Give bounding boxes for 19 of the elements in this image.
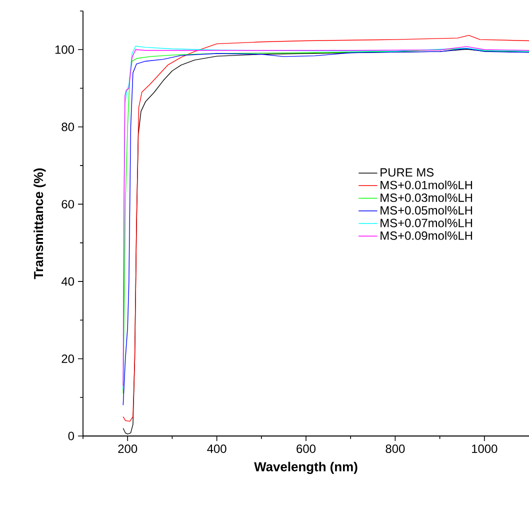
x-tick-label: 1000 [472,444,498,453]
x-axis-title: Wavelength (nm) [254,462,358,474]
legend-label: MS+0.09mol%LH [380,231,472,240]
y-tick-label: 80 [62,122,74,132]
y-tick-label: 20 [62,354,74,363]
x-tick-label: 200 [118,444,138,453]
y-axis-title: Transmittance (%) [34,168,46,280]
legend-label: MS+0.01mol%LH [380,180,472,190]
x-tick-label: 800 [386,444,405,453]
legend-label: MS+0.05mol%LH [380,206,472,215]
y-tick-label: 40 [61,277,74,286]
y-tick-label: 100 [55,45,74,54]
x-tick-label: 600 [296,444,316,453]
y-tick-label: 60 [62,200,74,208]
x-tick-label: 400 [207,444,226,453]
y-tick-label: 0 [68,432,74,440]
legend-label: PURE MS [380,168,434,177]
legend-label: MS+0.07mol%LH [380,218,472,228]
legend-label: MS+0.03mol%LH [380,193,472,202]
